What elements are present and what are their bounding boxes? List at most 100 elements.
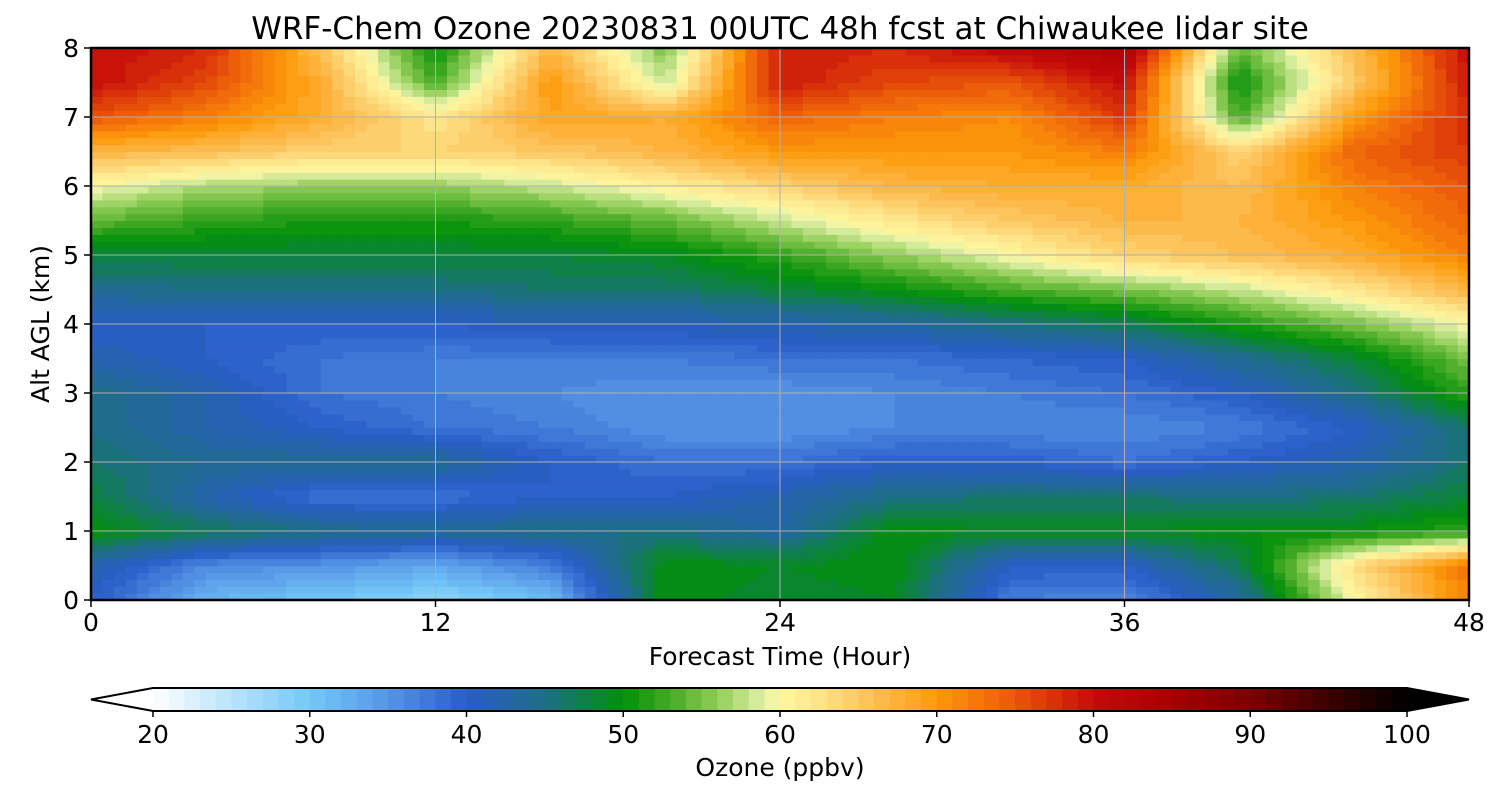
ozone-cell [182, 572, 195, 580]
ozone-cell [1423, 344, 1436, 353]
ozone-cell [332, 496, 345, 504]
ozone-cell [1354, 420, 1367, 429]
ozone-cell [699, 365, 712, 373]
ozone-cell [1032, 544, 1045, 553]
ozone-cell [1193, 503, 1206, 511]
ozone-cell [435, 317, 448, 325]
ozone-cell [481, 448, 494, 456]
ozone-cell [1239, 393, 1252, 401]
ozone-cell [159, 337, 172, 346]
ozone-cell [435, 496, 448, 504]
ozone-cell [401, 565, 414, 573]
ozone-cell [871, 420, 884, 429]
ozone-cell [1009, 579, 1022, 587]
ozone-cell [963, 503, 976, 511]
ozone-cell [975, 358, 988, 366]
ozone-cell [527, 358, 540, 366]
ozone-cell [711, 317, 724, 325]
ozone-cell [894, 379, 907, 387]
ozone-cell [148, 579, 161, 587]
ozone-cell [998, 386, 1011, 394]
ozone-cell [91, 572, 104, 580]
ozone-cell [435, 420, 448, 429]
ozone-cell [366, 441, 379, 449]
ozone-cell [1124, 489, 1137, 498]
ozone-cell [871, 448, 884, 456]
ozone-cell [1227, 441, 1240, 449]
ozone-cell [1388, 593, 1401, 600]
ozone-cell [998, 365, 1011, 373]
ozone-cell [1181, 441, 1194, 449]
ozone-cell [1365, 393, 1378, 401]
ozone-cell [458, 586, 471, 594]
ozone-cell [228, 510, 241, 518]
ozone-cell [1446, 503, 1459, 511]
ozone-cell [711, 537, 724, 546]
ozone-cell [1354, 434, 1367, 442]
ozone-cell [1067, 579, 1080, 587]
ozone-cell [320, 482, 333, 491]
ozone-cell [1204, 420, 1217, 429]
ozone-cell [1216, 468, 1229, 477]
ozone-cell [630, 455, 643, 463]
ozone-cell [688, 337, 701, 346]
ozone-cell [906, 324, 919, 332]
ozone-cell [596, 565, 609, 573]
ozone-cell [929, 551, 942, 560]
ozone-cell [1331, 317, 1344, 325]
ozone-cell [492, 393, 505, 401]
ozone-cell [711, 365, 724, 373]
ozone-cell [871, 531, 884, 539]
ozone-cell [848, 441, 861, 449]
ozone-cell [986, 324, 999, 332]
ozone-cell [1411, 496, 1424, 504]
ozone-cell [780, 324, 793, 332]
ozone-cell [274, 586, 287, 594]
ozone-cell [1193, 586, 1206, 594]
ozone-cell [1342, 558, 1355, 567]
ozone-cell [469, 351, 483, 360]
ozone-cell [1285, 579, 1298, 587]
ozone-cell [1434, 344, 1447, 353]
ozone-cell [240, 441, 253, 449]
ozone-cell [802, 379, 816, 387]
ozone-cell [837, 434, 850, 442]
ozone-cell [676, 358, 689, 366]
ozone-cell [538, 593, 551, 600]
ozone-cell [1113, 393, 1126, 401]
ozone-cell [435, 537, 448, 546]
ozone-cell [1101, 441, 1114, 449]
ozone-cell [676, 413, 689, 422]
ozone-cell [113, 565, 127, 573]
ozone-cell [780, 310, 793, 318]
ozone-cell [1181, 379, 1194, 387]
ozone-cell [378, 365, 391, 373]
ozone-cell [194, 544, 207, 553]
ozone-cell [274, 379, 287, 387]
ozone-cell [1124, 586, 1137, 594]
ozone-cell [757, 406, 770, 415]
ozone-cell [389, 372, 402, 380]
ozone-cell [469, 372, 483, 380]
ozone-cell [722, 330, 735, 339]
ozone-cell [1113, 558, 1126, 567]
ozone-cell [136, 462, 150, 470]
ozone-cell [102, 427, 115, 435]
ozone-cell [1101, 455, 1114, 463]
ozone-cell [1319, 503, 1332, 511]
ozone-cell [596, 475, 609, 484]
ozone-cell [125, 537, 138, 546]
ozone-cell [515, 462, 528, 470]
ozone-cell [1009, 379, 1022, 387]
ozone-cell [1067, 386, 1080, 394]
ozone-cell [883, 399, 896, 408]
ozone-cell [1239, 565, 1252, 573]
ozone-cell [975, 386, 988, 394]
ozone-cell [929, 586, 942, 594]
ozone-cell [917, 413, 930, 422]
ozone-cell [1090, 399, 1103, 408]
ozone-cell [711, 420, 724, 429]
ozone-cell [1457, 510, 1469, 518]
ozone-cell [1055, 372, 1068, 380]
ozone-cell [1158, 524, 1172, 532]
